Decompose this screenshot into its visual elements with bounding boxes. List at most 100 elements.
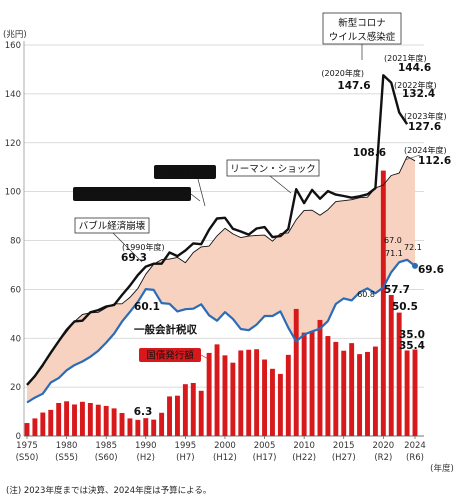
label-legend-budget: 一般会計歳出（当初予算） xyxy=(75,189,189,201)
bond-bar-1976 xyxy=(32,418,38,436)
bond-bars xyxy=(24,170,418,436)
x-tick-2020: 2020 xyxy=(373,441,395,451)
x-era-2005: (H17) xyxy=(253,453,277,463)
label-legend-spending: 一般会計歳出 xyxy=(156,167,213,179)
label-y2024-value: 112.6 xyxy=(418,155,451,167)
bond-bar-1999 xyxy=(214,344,220,436)
bond-bar-2001 xyxy=(230,362,236,436)
x-tick-2024: 2024 xyxy=(404,441,426,451)
label-y2023-label: (2023年度) xyxy=(404,111,447,121)
bond-bar-2014 xyxy=(333,341,339,436)
bond-bar-2005 xyxy=(262,359,268,436)
label-bond2024: 35.4 xyxy=(399,340,425,352)
label-legend-bond: 国債発行額 xyxy=(146,350,194,362)
lehman-leader xyxy=(269,175,292,194)
bond-bar-1981 xyxy=(72,404,77,436)
bond-bar-2021 xyxy=(388,294,394,436)
tax-line xyxy=(26,258,416,404)
leader-legend-bond xyxy=(200,354,211,361)
bond-bar-1988 xyxy=(127,418,133,436)
leader-legend-budget xyxy=(190,193,201,202)
series-lines xyxy=(26,74,418,404)
covid-line-2: ウイルス感染症 xyxy=(329,31,396,43)
x-tick-2005: 2005 xyxy=(254,441,276,451)
bond-bar-2020 xyxy=(380,170,386,436)
bond-bar-1984 xyxy=(95,404,101,436)
bubble-box xyxy=(74,217,150,234)
pill-legend-spending xyxy=(154,165,216,179)
x-tick-2010: 2010 xyxy=(293,441,315,451)
y-unit: (兆円) xyxy=(3,29,27,40)
bond-bar-2008 xyxy=(285,354,291,436)
bond-bar-1998 xyxy=(206,352,212,436)
bond-bar-1977 xyxy=(40,412,46,436)
bond-bar-1975 xyxy=(24,423,30,436)
x-tick-1985: 1985 xyxy=(95,441,117,451)
label-tax2020: 60.8 xyxy=(357,290,375,299)
x-era-1995: (H7) xyxy=(176,453,194,463)
label-lehman: リーマン・ショック xyxy=(230,164,316,175)
y-tick-160: 160 xyxy=(5,41,21,51)
x-tick-1990: 1990 xyxy=(135,441,157,451)
axes: 0 20 40 60 80 100 120 140 160(兆円) 1975 (S50) 1980 (S… xyxy=(3,29,454,474)
y-tick-0: 0 xyxy=(16,432,21,442)
bond-bar-2018 xyxy=(365,351,370,436)
x-tick-1975: 1975 xyxy=(16,441,38,451)
bond-bar-1992 xyxy=(159,412,165,436)
label-tax2023: 72.1 xyxy=(404,243,422,252)
x-era-1985: (S60) xyxy=(95,453,118,463)
bond-bar-1994 xyxy=(174,395,180,436)
bond-bar-2017 xyxy=(357,354,363,436)
x-tick-1980: 1980 xyxy=(56,441,78,451)
label-bond2022: 50.5 xyxy=(392,301,418,313)
bond-bar-1982 xyxy=(79,401,85,436)
bond-bar-1995 xyxy=(182,384,188,436)
x-era-2015: (H27) xyxy=(332,453,356,463)
bond-bar-2002 xyxy=(238,350,244,436)
y-tick-140: 140 xyxy=(5,90,21,100)
bond-bar-1993 xyxy=(167,396,172,436)
bond-bar-1983 xyxy=(87,403,93,436)
label-bond2023: 35.0 xyxy=(399,329,425,341)
label-y2021-value: 144.6 xyxy=(398,62,431,74)
y-tick-100: 100 xyxy=(5,188,21,198)
label-y2022-value: 132.4 xyxy=(402,88,435,100)
bond-bar-2007 xyxy=(277,373,283,436)
bond-bar-1985 xyxy=(103,405,109,436)
x-unit: (年度) xyxy=(430,463,454,474)
x-era-2024: (R6) xyxy=(406,453,424,463)
leader-legend-spending xyxy=(197,178,206,207)
label-legend-tax: 一般会計税収 xyxy=(134,323,197,336)
y-tick-60: 60 xyxy=(10,285,21,295)
label-bond1990: 6.3 xyxy=(134,406,153,418)
x-era-2010: (H22) xyxy=(292,453,316,463)
bond-bar-1989 xyxy=(135,419,141,436)
x-era-1975: (S50) xyxy=(16,453,39,463)
pill-legend-bond xyxy=(139,348,201,362)
x-era-2000: (H12) xyxy=(213,453,237,463)
bond-bar-2009 xyxy=(293,308,299,436)
bond-bar-2016 xyxy=(349,343,355,436)
spending-line xyxy=(26,74,409,386)
label-bond2020: 108.6 xyxy=(353,147,386,159)
label-y2022-label: (2022年度) xyxy=(394,80,437,90)
bond-bar-2013 xyxy=(325,336,331,436)
y-tick-80: 80 xyxy=(10,237,21,247)
pill-legend-budget xyxy=(73,187,191,201)
bond-bar-1997 xyxy=(198,390,204,436)
x-tick-1995: 1995 xyxy=(175,441,197,451)
label-y2024-label: (2024年度) xyxy=(404,145,447,155)
x-tick-2015: 2015 xyxy=(333,441,355,451)
bond-bar-1996 xyxy=(190,382,196,436)
bond-bar-2022 xyxy=(396,312,402,436)
bond-bar-1991 xyxy=(151,419,157,436)
gap-area-fill xyxy=(27,156,415,403)
x-tick-2000: 2000 xyxy=(214,441,236,451)
bond-bar-1987 xyxy=(119,413,125,436)
label-tax2024: 69.6 xyxy=(418,264,444,276)
label-y1990-value: 69.3 xyxy=(121,252,147,264)
label-y2020-value: 147.6 xyxy=(337,80,370,92)
bond-bar-2003 xyxy=(246,349,252,436)
